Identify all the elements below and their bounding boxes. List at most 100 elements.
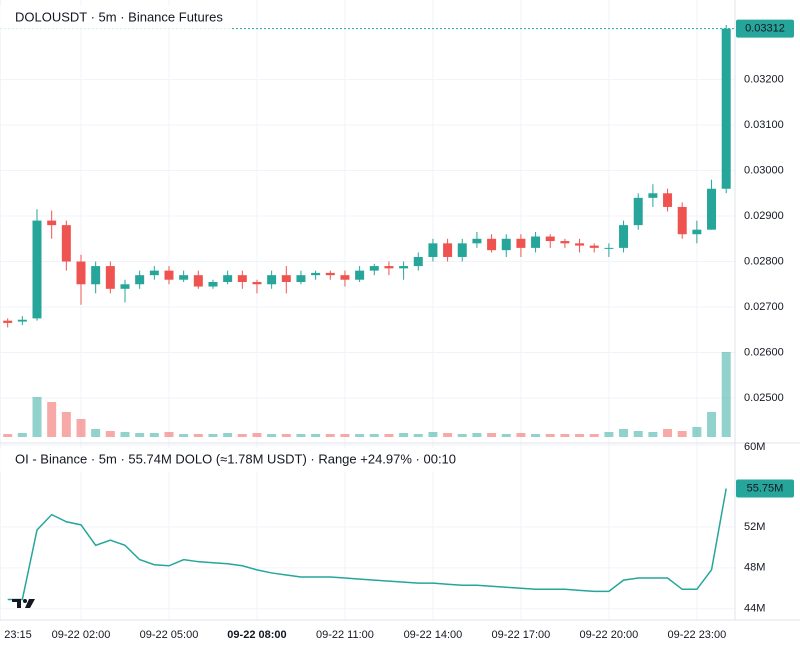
candle-body	[61, 225, 71, 262]
candle-body	[369, 266, 379, 271]
candle-body	[575, 243, 585, 246]
candle-body	[413, 256, 423, 267]
candle-body	[164, 270, 174, 280]
volume-bar	[61, 412, 71, 437]
y-tick-label: 0.02800	[744, 255, 784, 267]
x-tick-label: 09-22 20:00	[580, 629, 639, 641]
candle-body	[619, 225, 629, 248]
overlay-layer: 23:15 09-22 02:00 09-22 05:00 09-22 08:00 09…	[4, 19, 794, 641]
y-tick-label: 0.03100	[744, 119, 784, 131]
volume-bar	[47, 402, 57, 437]
volume-bar	[560, 434, 570, 437]
x-tick-label: 09-22 17:00	[492, 629, 551, 641]
y-tick-label: 44M	[744, 603, 765, 615]
volume-bar	[3, 434, 13, 437]
candle-body	[663, 193, 673, 207]
volume-bar	[105, 431, 115, 437]
volume-bar	[164, 432, 174, 437]
volume-bar	[193, 434, 203, 437]
candle-body	[399, 266, 409, 269]
volume-bar	[369, 434, 379, 437]
y-tick-label: 0.02700	[744, 301, 784, 313]
candle-body	[501, 238, 511, 251]
x-tick-label: 09-22 02:00	[52, 629, 111, 641]
candle-body	[149, 270, 159, 276]
symbol-header[interactable]: DOLOUSDT · 5m · Binance Futures	[15, 9, 223, 24]
y-tick-label: 0.02900	[744, 210, 784, 222]
volume-bar	[32, 397, 42, 437]
candle-body	[237, 275, 247, 282]
volume-bar	[472, 433, 482, 437]
volume-bar	[399, 433, 409, 437]
logo[interactable]	[12, 599, 35, 608]
candle-body	[340, 275, 350, 280]
candle-body	[135, 275, 145, 285]
volume-bar	[384, 434, 394, 437]
candle-body	[32, 220, 42, 319]
volume-bar	[604, 432, 614, 437]
x-tick-label: 23:15	[4, 629, 32, 641]
candle-body	[193, 275, 203, 287]
volume-bar	[340, 434, 350, 437]
volume-bar	[149, 433, 159, 437]
volume-bar	[575, 434, 585, 437]
volume-bar	[325, 434, 335, 437]
volume-bar	[252, 433, 262, 437]
last-price-badge	[736, 19, 794, 38]
volume-bar	[589, 434, 599, 437]
volume-bar	[223, 433, 233, 437]
volume-bar	[487, 433, 497, 437]
volume-bar	[501, 434, 511, 437]
header-bg	[0, 6, 232, 30]
candle-body	[281, 275, 291, 282]
y-tick-label: 0.02500	[744, 392, 784, 404]
candle-body	[545, 236, 555, 242]
candle-body	[707, 188, 717, 230]
volume-bar	[311, 434, 321, 437]
x-tick-label: 09-22 08:00	[227, 629, 286, 641]
volume-bar	[428, 432, 438, 437]
candle-body	[721, 28, 731, 189]
candle-body	[17, 319, 27, 322]
y-tick-label: 0.03000	[744, 164, 784, 176]
volume-bar	[120, 432, 130, 437]
marks-layer	[0, 25, 735, 601]
current-value-label: 55.75M	[747, 482, 784, 494]
y-tick-label: 60M	[744, 441, 765, 453]
candle-body	[91, 266, 101, 285]
volume-bar	[413, 434, 423, 437]
candle-body	[208, 281, 218, 287]
candle-body	[531, 236, 541, 248]
volume-bar	[17, 433, 27, 437]
last-price-label: 0.03312	[745, 23, 785, 35]
candle-body	[3, 320, 13, 323]
candle-body	[472, 238, 482, 244]
candle-body	[76, 261, 86, 285]
oi-header-bg	[0, 448, 470, 472]
volume-bar	[443, 433, 453, 437]
candle-body	[457, 243, 467, 257]
volume-bar	[721, 352, 731, 437]
volume-bar	[296, 434, 306, 437]
volume-bar	[648, 432, 658, 437]
candle-body	[355, 270, 365, 280]
volume-bar	[692, 427, 702, 437]
candle-body	[560, 241, 570, 244]
volume-bar	[457, 434, 467, 437]
oi-header[interactable]: OI - Binance · 5m · 55.74M DOLO (≈1.78M …	[15, 451, 456, 466]
candle-body	[105, 266, 115, 289]
current-value-badge	[736, 479, 794, 498]
volume-bar	[355, 434, 365, 437]
y-tick-label: 52M	[744, 521, 765, 533]
volume-bar	[281, 434, 291, 437]
candle-body	[325, 272, 335, 276]
candle-body	[589, 245, 599, 248]
volume-bar	[663, 429, 673, 437]
x-tick-label: 09-22 05:00	[140, 629, 199, 641]
volume-bar	[135, 433, 145, 437]
volume-bar	[531, 434, 541, 437]
volume-bar	[545, 434, 555, 437]
x-tick-label: 09-22 23:00	[668, 629, 727, 641]
